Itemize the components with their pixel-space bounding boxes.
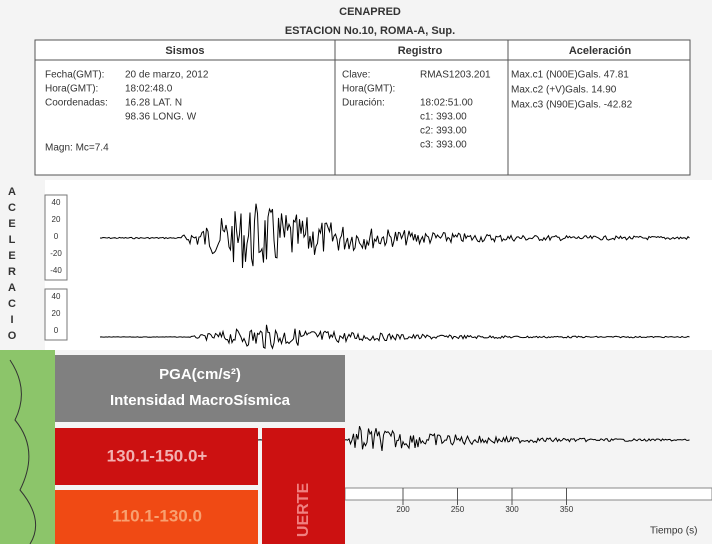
map-border bbox=[9, 359, 37, 544]
value: Max.c3 (N90E)Gals. -42.82 bbox=[511, 100, 633, 111]
legend-subtitle: Intensidad MacroSísmica bbox=[110, 392, 291, 409]
axis-letter: A bbox=[8, 186, 16, 198]
legend-header bbox=[55, 355, 345, 422]
tick-label: 20 bbox=[52, 215, 61, 224]
map bbox=[0, 350, 55, 544]
axis-letter: A bbox=[8, 282, 16, 294]
legend-range bbox=[55, 428, 258, 485]
time-label: Tiempo (s) bbox=[650, 526, 697, 537]
plot-area bbox=[45, 180, 712, 350]
axis-letter: I bbox=[10, 314, 13, 326]
legend-intensity bbox=[262, 428, 345, 544]
heading: Sismos bbox=[165, 45, 204, 57]
range-label: 110.1-130.0 bbox=[112, 506, 202, 525]
label: Coordenadas: bbox=[45, 98, 108, 109]
seismogram bbox=[99, 203, 690, 269]
legend-range bbox=[55, 490, 258, 544]
tick-label: 40 bbox=[52, 198, 61, 207]
tick-label: -20 bbox=[50, 249, 62, 258]
value: 20 de marzo, 2012 bbox=[125, 70, 209, 81]
tick-label: 0 bbox=[54, 232, 59, 241]
axis-letter: C bbox=[8, 298, 16, 310]
intensity-label: UERTE bbox=[295, 483, 312, 538]
time-tick-label: 350 bbox=[560, 505, 574, 514]
tick-label: 40 bbox=[52, 292, 61, 301]
heading: Aceleración bbox=[569, 45, 632, 57]
value: Max.c2 (+V)Gals. 14.90 bbox=[511, 85, 617, 96]
label: Clave: bbox=[342, 70, 370, 81]
label: Fecha(GMT): bbox=[45, 70, 104, 81]
seismogram bbox=[99, 324, 690, 350]
time-tick-label: 200 bbox=[396, 505, 410, 514]
tick-label: 20 bbox=[52, 309, 61, 318]
label: Duración: bbox=[342, 98, 385, 109]
value: RMAS1203.201 bbox=[420, 70, 491, 81]
axis-letter: R bbox=[8, 266, 16, 278]
title: CENAPRED bbox=[339, 6, 401, 18]
label: Hora(GMT): bbox=[45, 84, 98, 95]
value: c3: 393.00 bbox=[420, 140, 467, 151]
heading: Registro bbox=[398, 45, 443, 57]
range-label: 130.1-150.0+ bbox=[107, 446, 208, 465]
value: c2: 393.00 bbox=[420, 126, 467, 137]
magnitude: Magn: Mc=7.4 bbox=[45, 143, 109, 154]
axis-letter: E bbox=[8, 250, 15, 262]
axis-frame bbox=[44, 194, 68, 281]
value: 98.36 LONG. W bbox=[125, 112, 197, 123]
axis-letter: E bbox=[8, 218, 15, 230]
time-tick-label: 300 bbox=[505, 505, 519, 514]
station: ESTACION No.10, ROMA-A, Sup. bbox=[285, 25, 455, 37]
axis-frame bbox=[44, 288, 68, 341]
value: 18:02:48.0 bbox=[125, 84, 173, 95]
axis-letter: O bbox=[8, 330, 17, 342]
value: 16.28 LAT. N bbox=[125, 98, 182, 109]
tick-label: 0 bbox=[54, 326, 59, 335]
value: c1: 393.00 bbox=[420, 112, 467, 123]
label: Hora(GMT): bbox=[342, 84, 395, 95]
time-axis bbox=[344, 487, 712, 501]
value: Max.c1 (N00E)Gals. 47.81 bbox=[511, 70, 629, 81]
axis-letter: L bbox=[9, 234, 16, 246]
legend-title: PGA(cm/s²) bbox=[159, 366, 241, 383]
tick-label: -40 bbox=[50, 266, 62, 275]
time-tick-label: 250 bbox=[451, 505, 465, 514]
value: 18:02:51.00 bbox=[420, 98, 473, 109]
info-box bbox=[34, 39, 691, 176]
axis-letter: C bbox=[8, 202, 16, 214]
